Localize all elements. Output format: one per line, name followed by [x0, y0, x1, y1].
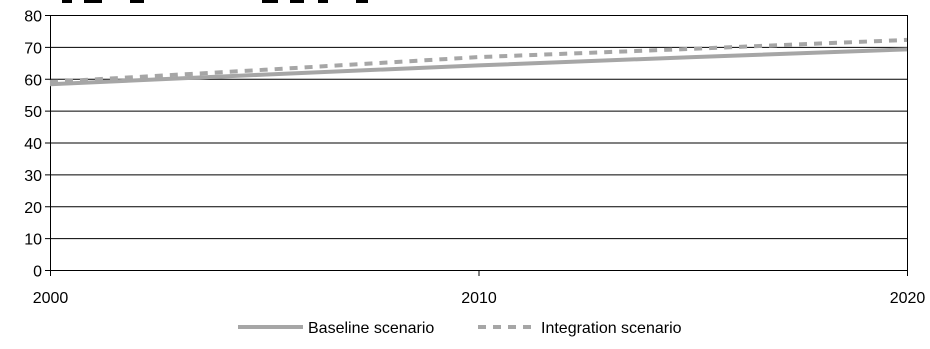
y-tick-label: 30 [24, 168, 42, 185]
y-axis-ticks: 0 10 20 30 40 50 60 70 80 [24, 9, 50, 281]
y-tick-label: 40 [24, 136, 42, 153]
x-tick-label: 2020 [890, 290, 926, 307]
chart-title-partial [62, 0, 368, 3]
legend-label: Integration scenario [541, 320, 682, 337]
legend-label: Baseline scenario [308, 320, 434, 337]
x-tick-label: 2010 [461, 290, 497, 307]
y-tick-label: 10 [24, 232, 42, 249]
title-fragment [356, 0, 368, 3]
title-fragment [262, 0, 278, 3]
y-tick-label: 80 [24, 9, 42, 26]
y-tick-label: 50 [24, 104, 42, 121]
series-line-integration [49, 37, 908, 84]
title-fragment [318, 0, 328, 3]
x-tick-label: 2000 [33, 290, 69, 307]
legend-item-baseline: Baseline scenario [238, 320, 434, 337]
title-fragment [62, 0, 72, 3]
title-fragment [130, 0, 144, 3]
y-tick-label: 0 [33, 264, 42, 281]
grid-lines [50, 15, 907, 240]
legend-item-integration: Integration scenario [478, 320, 682, 337]
x-axis-ticks: 2000 2010 2020 [33, 270, 926, 307]
data-series [49, 37, 908, 87]
title-fragment [290, 0, 304, 3]
legend: Baseline scenario Integration scenario [238, 320, 682, 337]
title-fragment [84, 0, 102, 3]
y-tick-label: 60 [24, 72, 42, 89]
y-tick-label: 70 [24, 40, 42, 57]
y-tick-label: 20 [24, 200, 42, 217]
series-line-baseline [49, 47, 908, 87]
